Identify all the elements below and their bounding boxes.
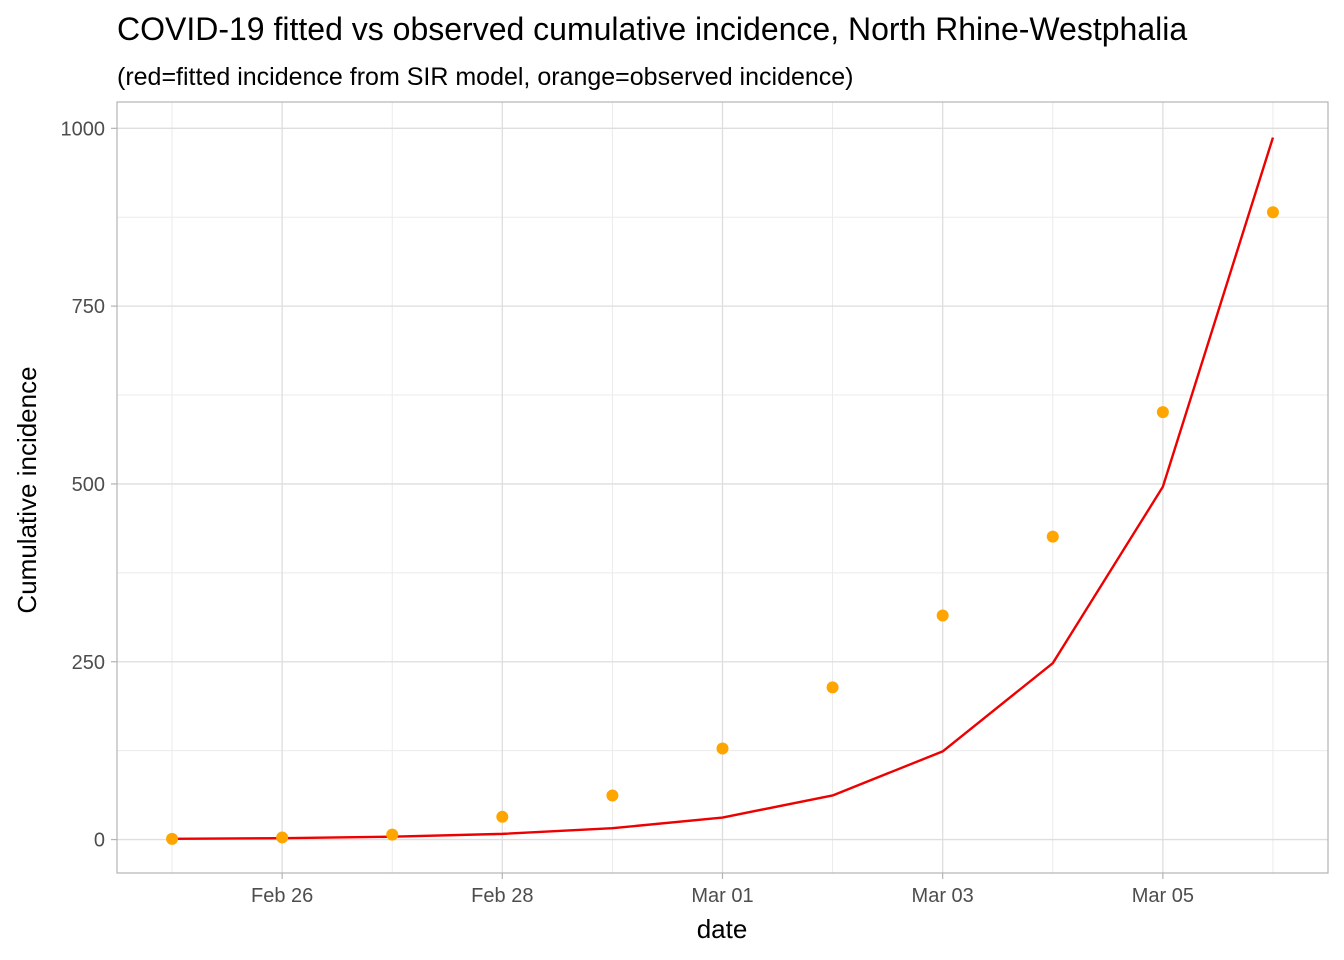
axis-ticks bbox=[111, 127, 1164, 879]
x-tick-label: Mar 03 bbox=[912, 885, 974, 907]
observed-incidence-point bbox=[276, 831, 289, 844]
observed-incidence-point bbox=[1266, 206, 1279, 219]
chart-subtitle: (red=fitted incidence from SIR model, or… bbox=[117, 63, 854, 91]
y-axis-title: Cumulative incidence bbox=[12, 366, 42, 613]
observed-incidence-point bbox=[606, 789, 619, 802]
x-tick-label: Mar 01 bbox=[691, 885, 753, 907]
y-tick-label: 250 bbox=[72, 652, 105, 674]
observed-incidence-point bbox=[826, 681, 839, 694]
y-tick-label: 750 bbox=[72, 296, 105, 318]
chart-title: COVID-19 fitted vs observed cumulative i… bbox=[117, 11, 1187, 47]
observed-incidence-point bbox=[166, 832, 179, 845]
x-tick-labels: Feb 26 Feb 28 Mar 01 Mar 03 Mar 05 bbox=[251, 885, 1194, 907]
observed-incidence-point bbox=[496, 810, 509, 823]
x-tick-label: Mar 05 bbox=[1132, 885, 1194, 907]
y-tick-label: 0 bbox=[94, 830, 105, 852]
x-axis-title: date bbox=[697, 914, 748, 944]
series-layer bbox=[166, 137, 1279, 845]
observed-incidence-point bbox=[386, 828, 399, 841]
x-tick-label: Feb 28 bbox=[471, 885, 533, 907]
observed-incidence-point bbox=[936, 609, 949, 622]
observed-incidence-point bbox=[1156, 406, 1169, 419]
observed-incidence-point bbox=[716, 742, 729, 755]
observed-incidence-point bbox=[1046, 530, 1059, 543]
fitted-incidence-line bbox=[172, 137, 1275, 841]
y-tick-label: 500 bbox=[72, 474, 105, 496]
y-tick-labels: 0 250 500 750 1000 bbox=[61, 118, 106, 851]
x-tick-label: Feb 26 bbox=[251, 885, 313, 907]
y-tick-label: 1000 bbox=[61, 118, 106, 140]
